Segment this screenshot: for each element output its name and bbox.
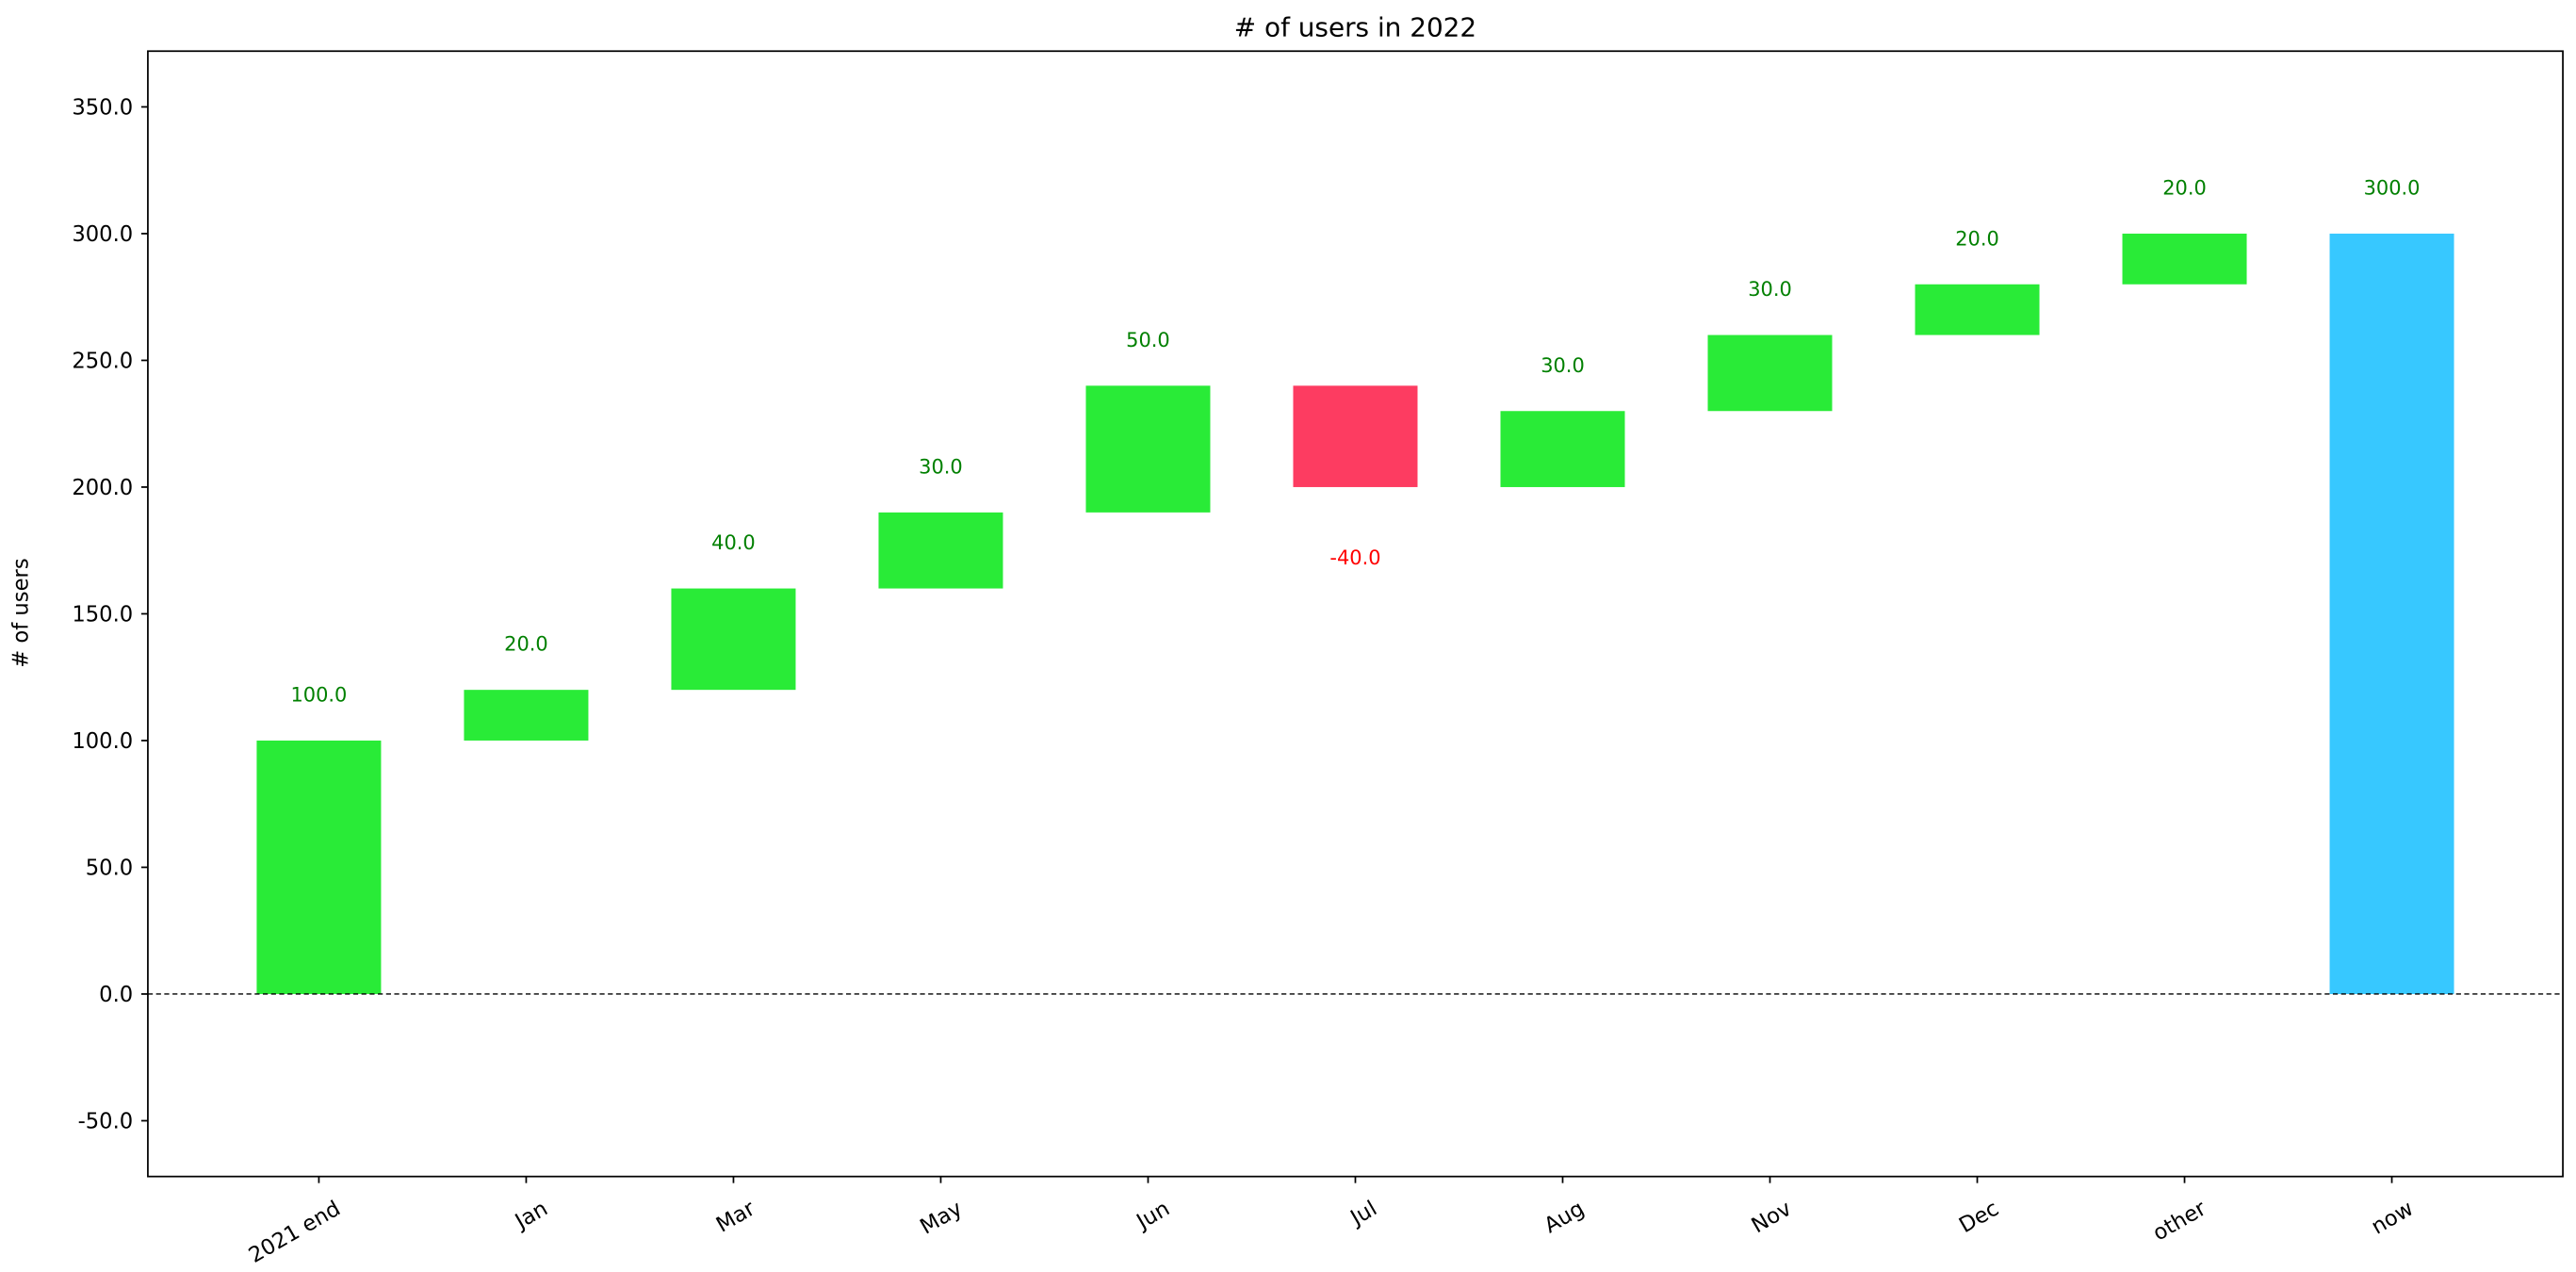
y-tick-label: 50.0 xyxy=(86,856,133,880)
plot-frame xyxy=(147,50,2564,1178)
data-label: 30.0 xyxy=(1748,278,1792,301)
bar-aug xyxy=(1500,411,1625,487)
bar-may xyxy=(878,512,1003,589)
data-label: 100.0 xyxy=(291,684,348,707)
data-label: -40.0 xyxy=(1329,546,1380,569)
x-tick-label: now xyxy=(2367,1197,2418,1240)
bar-2021-end xyxy=(256,740,382,994)
chart-title: # of users in 2022 xyxy=(1234,12,1476,43)
x-tick-label: Jul xyxy=(1345,1197,1380,1231)
data-label: 40.0 xyxy=(711,531,756,554)
y-tick-label: 100.0 xyxy=(72,729,133,754)
y-axis-label: # of users xyxy=(9,558,34,667)
y-tick-label: 150.0 xyxy=(72,602,133,627)
data-label: 50.0 xyxy=(1126,329,1170,351)
data-label: 30.0 xyxy=(919,455,963,478)
data-labels: 100.0 20.0 40.0 30.0 50.0 -40.0 30.0 30.0 20.0 20… xyxy=(291,177,2421,707)
bar-mar xyxy=(671,588,796,691)
x-tick-label: Aug xyxy=(1541,1197,1589,1239)
y-axis-ticks: -50.0 0.0 50.0 100.0 150.0 200.0 250.0 300.0 350… xyxy=(72,95,148,1133)
x-tick-label: 2021 end xyxy=(245,1197,345,1268)
bar-dec xyxy=(1915,284,2040,335)
bar-jul xyxy=(1293,385,1418,487)
data-label: 20.0 xyxy=(1955,227,1999,250)
x-tick-label: Jan xyxy=(510,1197,552,1235)
x-tick-label: May xyxy=(916,1197,967,1240)
data-label: 300.0 xyxy=(2364,177,2421,200)
data-label: 30.0 xyxy=(1541,354,1585,377)
x-tick-label: Jun xyxy=(1131,1197,1173,1235)
bar-nov xyxy=(1707,334,1833,412)
y-tick-label: 200.0 xyxy=(72,476,133,500)
x-tick-label: Mar xyxy=(712,1196,760,1237)
x-tick-label: other xyxy=(2149,1196,2211,1246)
data-label: 20.0 xyxy=(504,633,548,656)
y-tick-label: 250.0 xyxy=(72,349,133,373)
bar-now xyxy=(2329,233,2454,994)
y-tick-label: 350.0 xyxy=(72,95,133,120)
bars xyxy=(256,233,2454,994)
y-tick-label: 0.0 xyxy=(99,983,133,1007)
y-tick-label: -50.0 xyxy=(78,1109,134,1133)
x-tick-label: Nov xyxy=(1748,1197,1796,1239)
bar-other xyxy=(2122,233,2247,285)
data-label: 20.0 xyxy=(2162,177,2207,200)
x-axis-ticks: 2021 end Jan Mar May Jun Jul Aug Nov Dec other now xyxy=(245,1176,2418,1268)
bar-jun xyxy=(1085,385,1211,513)
y-tick-label: 300.0 xyxy=(72,222,133,247)
x-tick-label: Dec xyxy=(1955,1197,2003,1238)
bar-jan xyxy=(464,690,589,741)
